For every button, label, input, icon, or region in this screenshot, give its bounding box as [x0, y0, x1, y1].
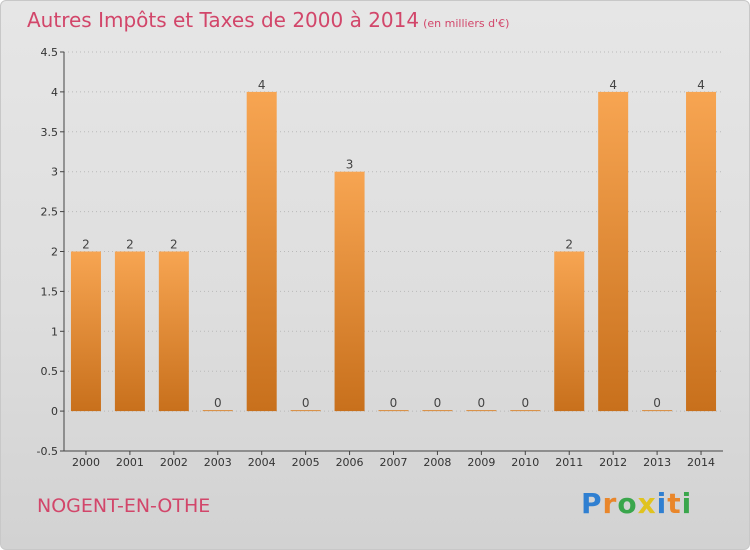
- y-tick-label: 0.5: [41, 365, 59, 378]
- bar: [554, 251, 585, 412]
- bar: [158, 251, 189, 412]
- bar-value-label: 2: [82, 238, 90, 252]
- bar-value-label: 0: [302, 396, 310, 410]
- y-tick-label: 2: [51, 246, 58, 259]
- bar-value-label: 4: [258, 78, 266, 92]
- proxiti-logo: Proxiti: [581, 487, 692, 520]
- logo-letter: i: [681, 487, 693, 520]
- y-tick-label: 3: [51, 166, 58, 179]
- bar-value-label: 4: [609, 78, 617, 92]
- bar-value-label: 0: [434, 396, 442, 410]
- bar-value-label: 3: [346, 158, 354, 172]
- y-tick-label: 4.5: [41, 46, 59, 59]
- y-tick-label: 4: [51, 86, 58, 99]
- logo-letter: t: [667, 487, 682, 520]
- x-tick-label: 2013: [643, 456, 671, 469]
- x-tick-label: 2008: [423, 456, 451, 469]
- x-tick-label: 2004: [248, 456, 276, 469]
- y-tick-label: 1: [51, 325, 58, 338]
- bar-value-label: 4: [697, 78, 705, 92]
- logo-letter: i: [656, 487, 668, 520]
- y-tick-label: -0.5: [37, 445, 58, 458]
- chart-unit-label: (en milliers d'€): [423, 17, 510, 30]
- bar: [598, 91, 629, 412]
- bar: [466, 410, 497, 412]
- x-tick-label: 2007: [380, 456, 408, 469]
- commune-name: NOGENT-EN-OTHE: [37, 495, 211, 517]
- bar-value-label: 2: [126, 238, 134, 252]
- x-tick-label: 2000: [72, 456, 100, 469]
- bar-value-label: 2: [170, 238, 178, 252]
- chart-title-text: Autres Impôts et Taxes de 2000 à 2014: [27, 8, 420, 32]
- bar: [246, 91, 277, 412]
- logo-letter: r: [602, 487, 618, 520]
- bar: [642, 410, 673, 412]
- y-tick-label: 3.5: [41, 126, 59, 139]
- x-tick-label: 2005: [292, 456, 320, 469]
- x-tick-label: 2001: [116, 456, 144, 469]
- chart-title: Autres Impôts et Taxes de 2000 à 2014 (en…: [27, 8, 509, 32]
- y-tick-label: 0: [51, 405, 58, 418]
- bar-value-label: 0: [653, 396, 661, 410]
- y-tick-label: 1.5: [41, 285, 59, 298]
- x-tick-label: 2003: [204, 456, 232, 469]
- x-tick-label: 2009: [467, 456, 495, 469]
- bar: [510, 410, 541, 412]
- bar: [290, 410, 321, 412]
- x-tick-label: 2010: [511, 456, 539, 469]
- x-tick-label: 2012: [599, 456, 627, 469]
- bar-value-label: 0: [390, 396, 398, 410]
- x-tick-label: 2011: [555, 456, 583, 469]
- bar: [334, 171, 365, 412]
- bar-value-label: 0: [521, 396, 529, 410]
- x-tick-label: 2002: [160, 456, 188, 469]
- x-tick-label: 2014: [687, 456, 715, 469]
- logo-letter: o: [617, 487, 638, 520]
- logo-letter: P: [581, 487, 603, 520]
- bar: [686, 91, 717, 412]
- y-tick-label: 2.5: [41, 206, 59, 219]
- bar-value-label: 2: [565, 238, 573, 252]
- bar: [422, 410, 453, 412]
- bar: [114, 251, 145, 412]
- bar: [202, 410, 233, 412]
- bar: [378, 410, 409, 412]
- x-tick-label: 2006: [336, 456, 364, 469]
- bar: [70, 251, 101, 412]
- bar-value-label: 0: [214, 396, 222, 410]
- logo-letter: x: [637, 487, 657, 520]
- bar-value-label: 0: [478, 396, 486, 410]
